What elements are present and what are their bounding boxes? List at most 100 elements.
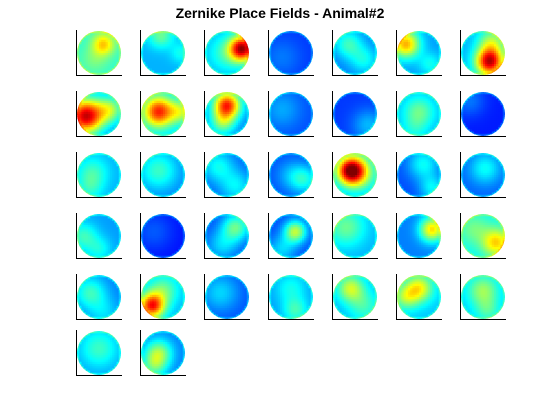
heatmap-cell xyxy=(178,120,182,124)
heatmap-cell xyxy=(474,61,477,65)
heatmap-cell xyxy=(372,35,376,39)
heatmap-cell xyxy=(145,100,149,104)
heatmap-cell xyxy=(182,53,185,56)
heatmap-cell xyxy=(374,70,377,74)
heatmap-cell xyxy=(275,114,279,117)
heatmap-cell xyxy=(158,133,162,136)
heatmap-cell xyxy=(399,53,402,56)
heatmap-cell xyxy=(372,109,376,113)
heatmap-cell xyxy=(149,116,153,119)
heatmap-cell xyxy=(271,94,274,97)
heatmap-cell xyxy=(167,50,171,54)
heatmap-cell xyxy=(167,120,171,124)
heatmap-cell xyxy=(469,33,473,36)
heatmap-cell xyxy=(350,53,354,56)
heatmap-cell xyxy=(277,105,281,108)
heatmap-cell xyxy=(341,39,345,43)
heatmap-cell xyxy=(158,107,162,111)
heatmap-cell xyxy=(176,42,179,45)
heatmap-cell xyxy=(302,70,305,74)
heatmap-cell xyxy=(220,114,224,117)
heatmap-cell xyxy=(399,111,402,115)
heatmap-cell xyxy=(410,96,413,100)
heatmap-cell xyxy=(246,120,249,124)
heatmap-cell xyxy=(154,66,157,69)
heatmap-cell xyxy=(416,66,420,69)
heatmap-cell xyxy=(416,39,420,43)
heatmap-cell xyxy=(246,125,249,128)
heatmap-cell xyxy=(412,48,416,52)
heatmap-cell xyxy=(438,61,441,65)
heatmap-cell xyxy=(487,42,491,45)
heatmap-cell xyxy=(489,68,493,72)
heatmap-cell xyxy=(227,120,230,124)
heatmap-cell xyxy=(357,37,360,41)
heatmap-cell xyxy=(410,50,413,54)
heatmap-cell xyxy=(235,68,239,72)
heatmap-cell xyxy=(346,118,349,122)
heatmap-cell xyxy=(273,37,277,41)
heatmap-cell xyxy=(368,100,371,104)
heatmap-cell xyxy=(341,125,345,128)
heatmap-cell xyxy=(467,39,471,43)
heatmap-cell xyxy=(346,66,349,69)
heatmap-cell xyxy=(211,96,215,100)
heatmap-cell xyxy=(421,48,424,52)
heatmap-cell xyxy=(339,98,343,102)
heatmap-cell xyxy=(304,57,307,61)
panel-axes xyxy=(460,30,506,76)
heatmap-cell xyxy=(284,125,288,128)
heatmap-cell xyxy=(363,70,367,74)
heatmap-cell xyxy=(359,50,363,54)
heatmap-cell xyxy=(405,92,409,95)
heatmap-cell xyxy=(277,109,281,113)
heatmap-cell xyxy=(85,39,89,43)
heatmap-cell xyxy=(147,64,151,67)
heatmap-cell xyxy=(374,111,377,115)
heatmap-cell xyxy=(238,103,241,106)
heatmap-cell xyxy=(372,120,376,124)
heatmap-cell xyxy=(213,46,217,50)
heatmap-cell xyxy=(154,96,157,100)
heatmap-cell xyxy=(105,64,109,67)
heatmap-cell xyxy=(363,111,367,115)
heatmap-cell xyxy=(273,116,277,119)
heatmap-cell xyxy=(178,55,182,58)
heatmap-cell xyxy=(81,127,85,130)
heatmap-cell xyxy=(118,55,121,58)
heatmap-cell xyxy=(145,114,149,117)
heatmap-cell xyxy=(412,61,416,65)
heatmap-cell xyxy=(339,39,343,43)
heatmap-cell xyxy=(275,129,279,133)
heatmap-cell xyxy=(176,98,179,102)
heatmap-cell xyxy=(114,70,118,74)
heatmap-cell xyxy=(107,107,111,111)
heatmap-cell xyxy=(275,100,279,104)
heatmap-cell xyxy=(149,107,153,111)
heatmap-cell xyxy=(299,50,303,54)
heatmap-cell xyxy=(403,118,407,122)
heatmap-cell xyxy=(346,37,349,41)
heatmap-cell xyxy=(182,61,185,65)
heatmap-cell xyxy=(348,68,352,72)
heatmap-cell xyxy=(403,109,407,113)
heatmap-cell xyxy=(156,127,160,130)
heatmap-cell xyxy=(483,59,486,63)
heatmap-cell xyxy=(355,96,358,100)
heatmap-cell xyxy=(277,120,281,124)
heatmap-cell xyxy=(344,48,347,52)
heatmap-cell xyxy=(405,100,409,104)
heatmap-cell xyxy=(107,48,111,52)
heatmap-cell xyxy=(207,42,210,45)
heatmap-cell xyxy=(169,33,173,36)
heatmap-cell xyxy=(103,31,107,34)
heatmap-cell xyxy=(333,131,336,135)
heatmap-cell xyxy=(178,66,182,69)
heatmap-cell xyxy=(280,94,283,97)
heatmap-cell xyxy=(160,100,164,104)
heatmap-cell xyxy=(399,131,402,135)
heatmap-cell xyxy=(397,109,400,113)
heatmap-cell xyxy=(160,53,164,56)
heatmap-cell xyxy=(469,35,473,39)
heatmap-cell xyxy=(94,107,98,111)
